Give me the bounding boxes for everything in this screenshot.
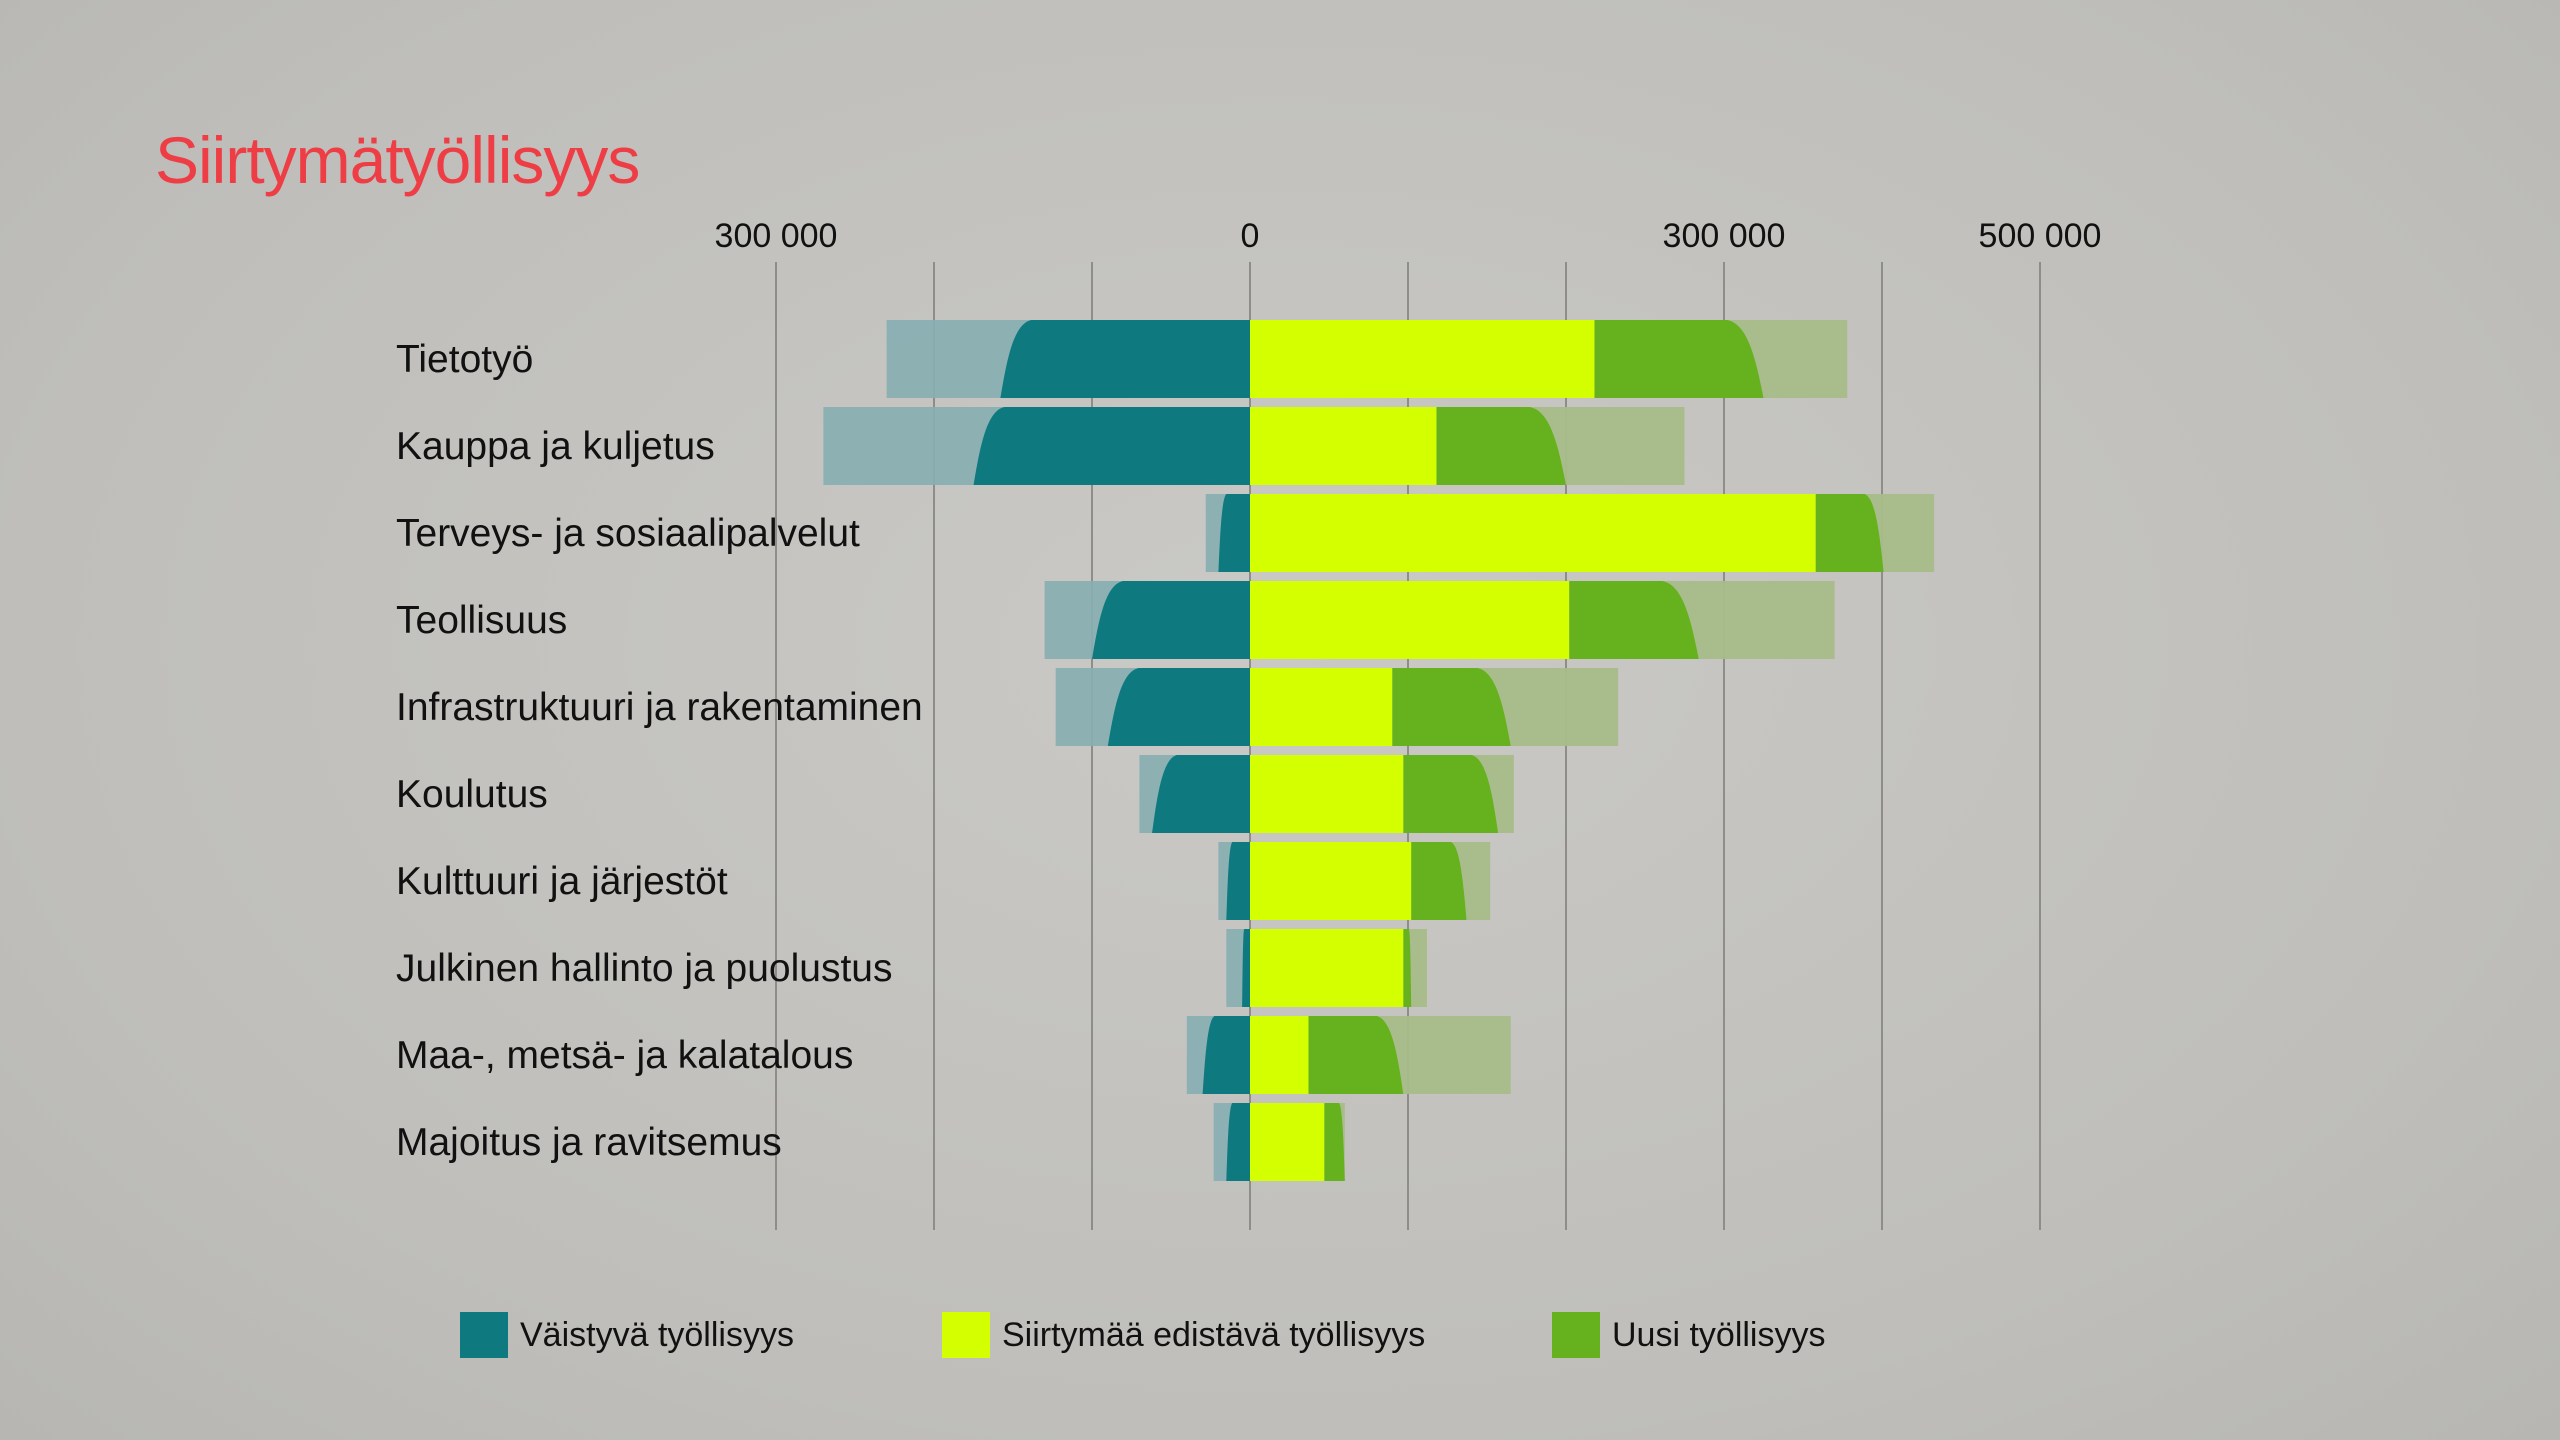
bar-vaistyva bbox=[1218, 494, 1250, 572]
category-label: Kulttuuri ja järjestöt bbox=[396, 860, 728, 903]
bar-siirtyma bbox=[1250, 1016, 1309, 1094]
category-label: Julkinen hallinto ja puolustus bbox=[396, 947, 893, 990]
legend-swatch-siirtyma bbox=[942, 1312, 990, 1358]
legend-label-vaistyva: Väistyvä työllisyys bbox=[520, 1315, 794, 1354]
bar-uusi bbox=[1569, 581, 1699, 659]
bar-vaistyva bbox=[1092, 581, 1250, 659]
bar-vaistyva bbox=[1000, 320, 1250, 398]
bar-uusi bbox=[1308, 1016, 1404, 1094]
legend-label-uusi: Uusi työllisyys bbox=[1612, 1315, 1826, 1354]
legend: Väistyvä työllisyys Siirtymää edistävä t… bbox=[0, 1310, 2560, 1370]
bar-uusi bbox=[1815, 494, 1884, 572]
bar-uusi bbox=[1436, 407, 1566, 485]
bar-uusi bbox=[1403, 755, 1499, 833]
bar-siirtyma bbox=[1250, 407, 1437, 485]
bar-vaistyva bbox=[1226, 1103, 1250, 1181]
legend-item-uusi: Uusi työllisyys bbox=[1552, 1310, 1825, 1360]
bar-uusi bbox=[1392, 668, 1511, 746]
x-tick-label: 0 bbox=[1241, 217, 1260, 255]
bar-vaistyva bbox=[1242, 929, 1250, 1007]
bar-uusi bbox=[1324, 1103, 1345, 1181]
bar-vaistyva bbox=[1107, 668, 1250, 746]
category-label: Maa-, metsä- ja kalatalous bbox=[396, 1034, 853, 1077]
x-tick-label: 300 000 bbox=[1663, 217, 1786, 255]
bar-siirtyma bbox=[1250, 581, 1570, 659]
bar-vaistyva bbox=[1202, 1016, 1250, 1094]
bar-siirtyma bbox=[1250, 1103, 1325, 1181]
category-label: Tietotyö bbox=[396, 338, 533, 381]
category-label: Kauppa ja kuljetus bbox=[396, 425, 715, 468]
bar-uusi bbox=[1594, 320, 1764, 398]
bar-vaistyva bbox=[973, 407, 1250, 485]
category-label: Koulutus bbox=[396, 773, 548, 816]
bar-siirtyma bbox=[1250, 320, 1595, 398]
x-tick-label: 300 000 bbox=[715, 217, 838, 255]
bar-siirtyma bbox=[1250, 842, 1412, 920]
bar-vaistyva bbox=[1152, 755, 1250, 833]
bar-siirtyma bbox=[1250, 929, 1404, 1007]
bar-vaistyva bbox=[1226, 842, 1250, 920]
category-label: Terveys- ja sosiaalipalvelut bbox=[396, 512, 860, 555]
x-tick-label: 500 000 bbox=[1979, 217, 2102, 255]
chart-title: Siirtymätyöllisyys bbox=[155, 123, 640, 197]
bar-uusi bbox=[1403, 929, 1412, 1007]
bar-siirtyma bbox=[1250, 494, 1816, 572]
legend-item-vaistyva: Väistyvä työllisyys bbox=[460, 1310, 794, 1360]
category-label: Majoitus ja ravitsemus bbox=[396, 1121, 782, 1164]
legend-swatch-vaistyva bbox=[460, 1312, 508, 1358]
category-label: Infrastruktuuri ja rakentaminen bbox=[396, 686, 923, 729]
bar-uusi bbox=[1411, 842, 1467, 920]
legend-item-siirtyma: Siirtymää edistävä työllisyys bbox=[942, 1310, 1425, 1360]
legend-label-siirtyma: Siirtymää edistävä työllisyys bbox=[1002, 1315, 1426, 1354]
category-label: Teollisuus bbox=[396, 599, 567, 642]
bar-siirtyma bbox=[1250, 755, 1404, 833]
bar-siirtyma bbox=[1250, 668, 1393, 746]
legend-swatch-uusi bbox=[1552, 1312, 1600, 1358]
